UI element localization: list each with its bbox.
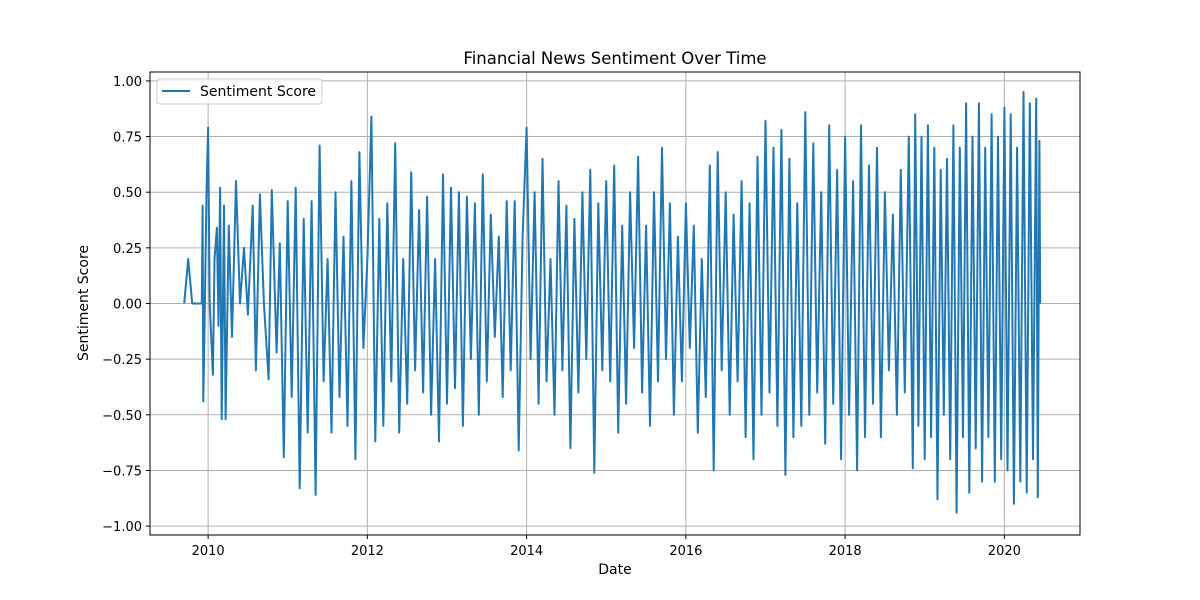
legend-box (156, 78, 323, 105)
legend-label: Sentiment Score (200, 84, 316, 100)
y-tick-label: −0.25 (102, 353, 142, 368)
x-tick-label: 2018 (829, 544, 862, 559)
y-tick-label: 0.50 (113, 186, 142, 201)
y-tick-label: 0.75 (113, 131, 142, 146)
y-axis-title: Sentiment Score (76, 245, 92, 361)
series-lines (183, 91, 1042, 514)
axis-ticks: 2010 2012 2014 2016 2018 2020 −1.00 −0.75 −0.50 −… (102, 75, 1021, 559)
x-tick-label: 2016 (669, 544, 702, 559)
y-tick-label: 0.00 (113, 298, 142, 313)
y-tick-label: 0.25 (113, 242, 142, 257)
x-tick-label: 2010 (192, 544, 225, 559)
y-tick-label: −0.75 (102, 464, 142, 479)
x-tick-label: 2020 (988, 544, 1021, 559)
series-line-sentiment-score (183, 91, 1042, 514)
y-tick-label: −1.00 (102, 520, 142, 535)
x-axis-title: Date (598, 562, 631, 578)
x-tick-label: 2014 (510, 544, 543, 559)
legend: Sentiment Score (156, 78, 323, 105)
x-tick-label: 2012 (351, 544, 384, 559)
chart-title: Financial News Sentiment Over Time (463, 49, 766, 68)
y-tick-label: −0.50 (102, 409, 142, 424)
y-tick-label: 1.00 (113, 75, 142, 90)
